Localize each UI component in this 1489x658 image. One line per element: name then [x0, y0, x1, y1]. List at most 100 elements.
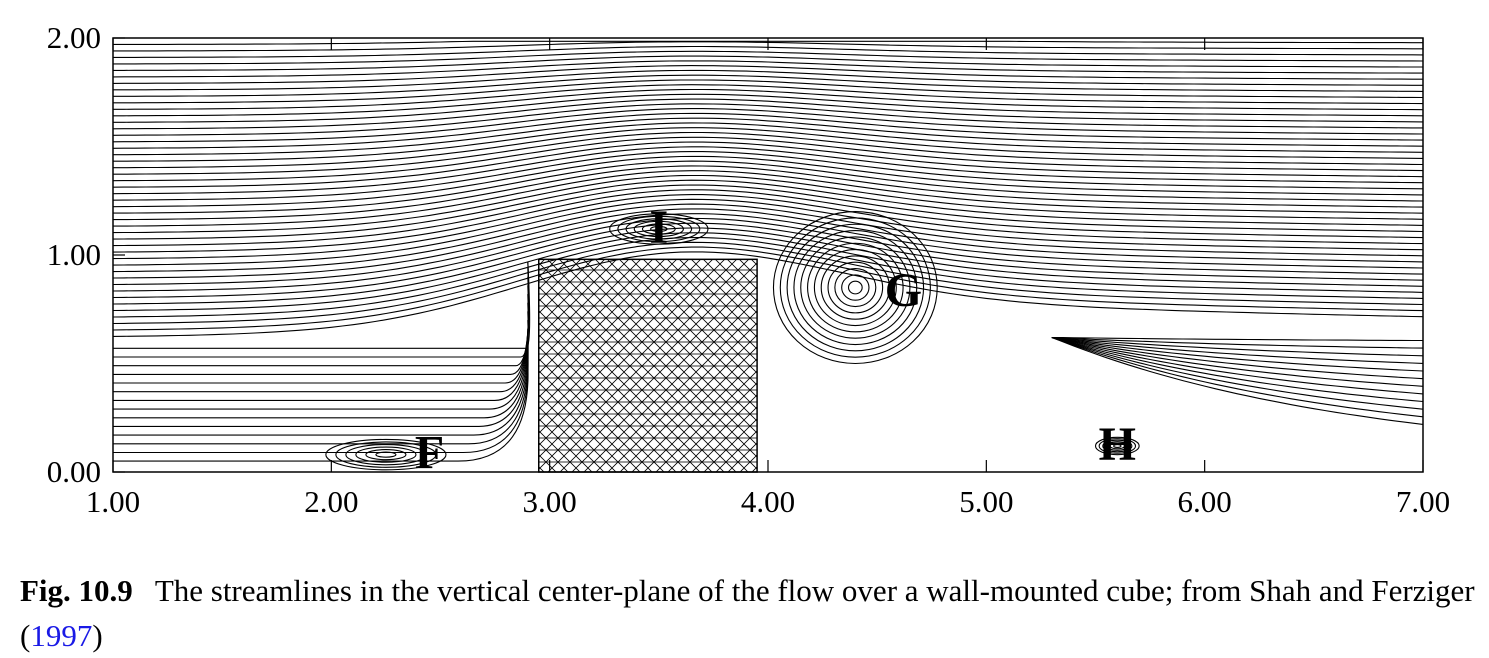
streamline-69 — [1051, 336, 1423, 357]
y-tick-label-2: 2.00 — [47, 20, 101, 55]
caption-citation[interactable]: 1997 — [30, 618, 93, 653]
streamline-64 — [1051, 336, 1423, 395]
y-tick-label-0: 0.00 — [47, 454, 101, 489]
cube-obstacle — [538, 258, 758, 473]
streamline-7 — [113, 217, 1423, 292]
vortex-F-ring-6 — [325, 438, 447, 471]
streamline-49 — [113, 337, 529, 436]
vortex-H-ring-4 — [1102, 439, 1133, 453]
streamline-27 — [113, 122, 1423, 162]
streamline-53 — [113, 302, 529, 401]
vortex-I-ring-5 — [617, 215, 701, 243]
streamline-42 — [113, 50, 1423, 65]
caption-label: Fig. 10.9 — [20, 573, 133, 608]
streamline-55 — [113, 285, 529, 384]
streamline-37 — [113, 74, 1423, 97]
streamline-52 — [113, 311, 529, 410]
streamline-60 — [1051, 336, 1423, 425]
vortex-F-ring-2 — [365, 449, 407, 461]
x-tick-label-4: 5.00 — [959, 484, 1013, 519]
streamline-32 — [113, 98, 1423, 130]
streamline-68 — [1051, 336, 1423, 364]
streamline-46 — [113, 363, 529, 462]
streamline-66 — [1051, 336, 1423, 380]
streamline-26 — [113, 127, 1423, 169]
vortex-G-ring-5 — [820, 255, 890, 320]
vortex-G-ring-9 — [793, 230, 918, 346]
streamline-47 — [113, 354, 529, 454]
vortex-I-ring-1 — [650, 225, 668, 233]
streamline-29 — [113, 112, 1423, 149]
streamline-65 — [1051, 336, 1423, 387]
streamline-71 — [1051, 336, 1423, 342]
streamline-33 — [113, 93, 1423, 123]
vortex-I-ring-6 — [609, 213, 709, 245]
streamline-4 — [113, 232, 1423, 312]
vortex-G-ring-2 — [841, 274, 870, 301]
x-tick-label-2: 3.00 — [523, 484, 577, 519]
vortex-G-ring-10 — [786, 223, 925, 352]
streamline-50 — [113, 328, 529, 427]
vortex-F-ring-3 — [355, 446, 417, 463]
vortex-G-ring-7 — [807, 242, 904, 333]
vortex-H-ring-5 — [1098, 438, 1137, 454]
vortex-H-ring-1 — [1113, 443, 1122, 448]
vortex-I-ring-4 — [625, 218, 693, 240]
streamline-15 — [113, 179, 1423, 240]
plot-frame — [112, 37, 1424, 473]
streamline-38 — [113, 69, 1423, 91]
figure-caption: Fig. 10.9 The streamlines in the vertical… — [20, 568, 1480, 658]
vortex-label-F: F — [415, 427, 444, 480]
caption-closing: ) — [92, 618, 103, 653]
x-tick-label-5: 6.00 — [1178, 484, 1232, 519]
streamline-22 — [113, 146, 1423, 195]
streamline-16 — [113, 174, 1423, 234]
vortex-I-ring-2 — [641, 223, 676, 235]
vortex-F-ring-1 — [375, 451, 397, 458]
vortex-labels: F I G H — [415, 201, 1136, 480]
streamline-40 — [113, 60, 1423, 78]
vortex-G-ring-11 — [779, 217, 931, 358]
vortex-G-ring-4 — [827, 261, 884, 314]
vortex-G-ring-1 — [847, 280, 863, 295]
streamline-19 — [113, 160, 1423, 214]
streamline-6 — [113, 222, 1423, 299]
streamline-23 — [113, 141, 1423, 188]
streamline-9 — [113, 208, 1423, 279]
streamline-54 — [113, 294, 529, 393]
streamline-13 — [113, 189, 1423, 253]
streamline-30 — [113, 108, 1423, 143]
x-tick-label-0: 1.00 — [86, 484, 140, 519]
streamline-3 — [113, 236, 1423, 318]
vortex-label-H: H — [1099, 418, 1136, 471]
streamline-0 — [113, 251, 1423, 337]
streamline-8 — [113, 213, 1423, 286]
streamline-31 — [113, 103, 1423, 136]
vortex-G-ring-12 — [772, 211, 938, 365]
vortex-H-ring-6 — [1094, 436, 1140, 456]
streamline-10 — [113, 203, 1423, 273]
y-axis-ticks: 0.00 1.00 2.00 — [47, 20, 125, 489]
x-tick-label-1: 2.00 — [304, 484, 358, 519]
streamline-39 — [113, 65, 1423, 84]
streamline-17 — [113, 170, 1423, 227]
streamline-11 — [113, 198, 1423, 266]
streamline-41 — [113, 55, 1423, 71]
streamline-14 — [113, 184, 1423, 247]
vortex-H-ring-3 — [1105, 441, 1129, 451]
streamline-5 — [113, 227, 1423, 305]
vortex-G-ring-3 — [834, 268, 877, 308]
streamline-12 — [113, 194, 1423, 260]
streamline-1 — [113, 246, 1423, 331]
streamline-20 — [113, 155, 1423, 208]
streamline-56 — [113, 276, 530, 375]
streamline-51 — [113, 320, 529, 419]
vortex-label-I: I — [649, 201, 668, 254]
vortex-group — [325, 211, 1140, 471]
streamline-35 — [113, 84, 1423, 110]
x-tick-label-3: 4.00 — [741, 484, 795, 519]
streamline-59 — [113, 261, 531, 349]
vortex-F-ring-4 — [345, 443, 427, 466]
streamline-2 — [113, 241, 1423, 325]
streamline-figure: 1.00 2.00 3.00 4.00 5.00 6.00 7.00 0.001.002.0… — [47, 20, 1450, 519]
